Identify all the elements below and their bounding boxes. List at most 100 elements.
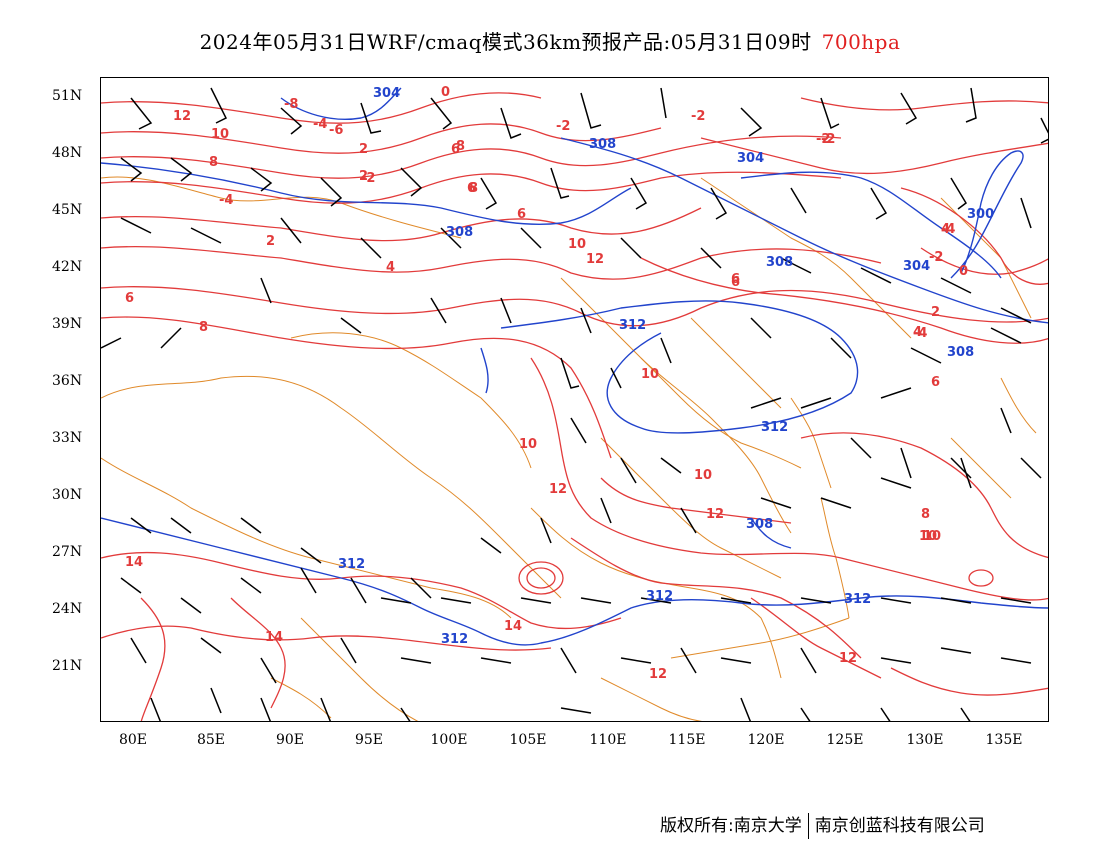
height-label: 308	[766, 255, 793, 270]
temperature-contours	[101, 92, 1048, 721]
temp-label: 6	[731, 275, 740, 290]
footer-separator	[807, 813, 809, 839]
temp-label: -6	[329, 123, 343, 138]
lat-label: 24N	[52, 601, 83, 617]
temp-label: 2	[359, 169, 368, 184]
temp-label: 14	[504, 619, 522, 634]
height-label: 312	[619, 318, 646, 333]
height-labels: 304 308 308 304 308 300 312 312 308 312 …	[338, 86, 994, 647]
lon-label: 90E	[275, 732, 305, 748]
lon-label: 135E	[985, 732, 1023, 748]
temp-label: 6	[517, 207, 526, 222]
map-panel: 12 10 8 6 4 2 0 -2 -4 -6 -8 -2 -2 8 6 6 …	[100, 77, 1049, 722]
temp-label: 10	[694, 468, 712, 483]
lat-label: 33N	[52, 430, 83, 446]
lat-label: 42N	[52, 259, 83, 275]
lat-label: 51N	[52, 88, 83, 104]
temp-label: -4	[219, 193, 233, 208]
temp-label: 4	[941, 222, 950, 237]
height-label: 312	[761, 420, 788, 435]
temp-label: 12	[839, 651, 857, 666]
temp-label: 10	[923, 529, 941, 544]
temp-label: 2	[931, 305, 940, 320]
temp-label: 8	[456, 139, 465, 154]
lat-label: 48N	[52, 145, 83, 161]
height-label: 304	[373, 86, 400, 101]
lon-label: 95E	[354, 732, 384, 748]
lon-label: 85E	[196, 732, 226, 748]
temp-label: -2	[361, 171, 375, 186]
temp-label: 2	[359, 142, 368, 157]
temp-label: 0	[959, 264, 968, 279]
lat-label: 30N	[52, 487, 83, 503]
height-label: 312	[844, 592, 871, 607]
temp-label: 8	[469, 181, 478, 196]
title-main: 2024年05月31日WRF/cmaq模式36km预报产品:05月31日09时	[199, 30, 812, 54]
boundary-lines	[101, 176, 1037, 721]
temp-label: -2	[556, 119, 570, 134]
temp-label: 10	[211, 127, 229, 142]
temp-label: 6	[467, 181, 476, 196]
lon-label: 130E	[906, 732, 944, 748]
temp-label: 6	[731, 272, 740, 287]
temp-label: 8	[199, 320, 208, 335]
temp-label: -8	[284, 97, 298, 112]
lon-label: 105E	[509, 732, 547, 748]
height-label: 308	[446, 225, 473, 240]
height-label: 312	[338, 557, 365, 572]
height-label: 312	[441, 632, 468, 647]
height-label: 308	[589, 137, 616, 152]
map-canvas: 12 10 8 6 4 2 0 -2 -4 -6 -8 -2 -2 8 6 6 …	[101, 85, 1048, 721]
temp-label: -2	[929, 250, 943, 265]
temp-label: 0	[441, 85, 450, 100]
lon-label: 115E	[668, 732, 706, 748]
height-label: 300	[967, 207, 994, 222]
temp-label: 10	[641, 367, 659, 382]
temp-label: 12	[706, 507, 724, 522]
height-label: 308	[947, 345, 974, 360]
temp-label: 14	[265, 630, 283, 645]
temp-label: 8	[209, 155, 218, 170]
lon-label: 110E	[589, 732, 627, 748]
temp-label: 12	[586, 252, 604, 267]
footer-company: 南京创蓝科技有限公司	[814, 816, 985, 836]
height-label: 312	[646, 589, 673, 604]
temp-label: 6	[451, 142, 460, 157]
lat-label: 27N	[52, 544, 83, 560]
temp-label: 12	[173, 109, 191, 124]
wind-barbs	[101, 87, 1048, 721]
lat-label: 39N	[52, 316, 83, 332]
temp-label: 4	[386, 260, 395, 275]
lon-label: 120E	[747, 732, 785, 748]
temp-label: -4	[913, 326, 927, 341]
lat-label: 45N	[52, 202, 83, 218]
temperature-labels: 12 10 8 6 4 2 0 -2 -4 -6 -8 -2 -2 8 6 6 …	[125, 85, 968, 682]
temp-label: 4	[913, 325, 922, 340]
temp-label: 10	[568, 237, 586, 252]
chart-title: 2024年05月31日WRF/cmaq模式36km预报产品:05月31日09时 7…	[0, 26, 1100, 55]
footer-copyright: 版权所有:南京大学	[660, 816, 802, 836]
temp-label: 12	[649, 667, 667, 682]
height-label: 304	[903, 259, 930, 274]
lon-label: 125E	[826, 732, 864, 748]
temp-label: 8	[921, 507, 930, 522]
temp-label: -4	[941, 222, 955, 237]
temp-label: 6	[931, 375, 940, 390]
title-level: 700hpa	[821, 30, 901, 54]
temp-label: -2	[821, 132, 835, 147]
lat-label: 21N	[52, 658, 83, 674]
height-label: 308	[746, 517, 773, 532]
temp-label: 12	[549, 482, 567, 497]
temp-label: 2	[266, 234, 275, 249]
temp-label: 14	[125, 555, 143, 570]
temp-label: 10	[919, 529, 937, 544]
lat-label: 36N	[52, 373, 83, 389]
geopotential-contours	[101, 87, 1048, 646]
footer: 版权所有:南京大学 南京创蓝科技有限公司	[660, 811, 985, 839]
height-label: 304	[737, 151, 764, 166]
temp-label: -2	[691, 109, 705, 124]
temp-label: 6	[125, 291, 134, 306]
lon-label: 100E	[430, 732, 468, 748]
lon-label: 80E	[118, 732, 148, 748]
temp-label: -2	[816, 132, 830, 147]
